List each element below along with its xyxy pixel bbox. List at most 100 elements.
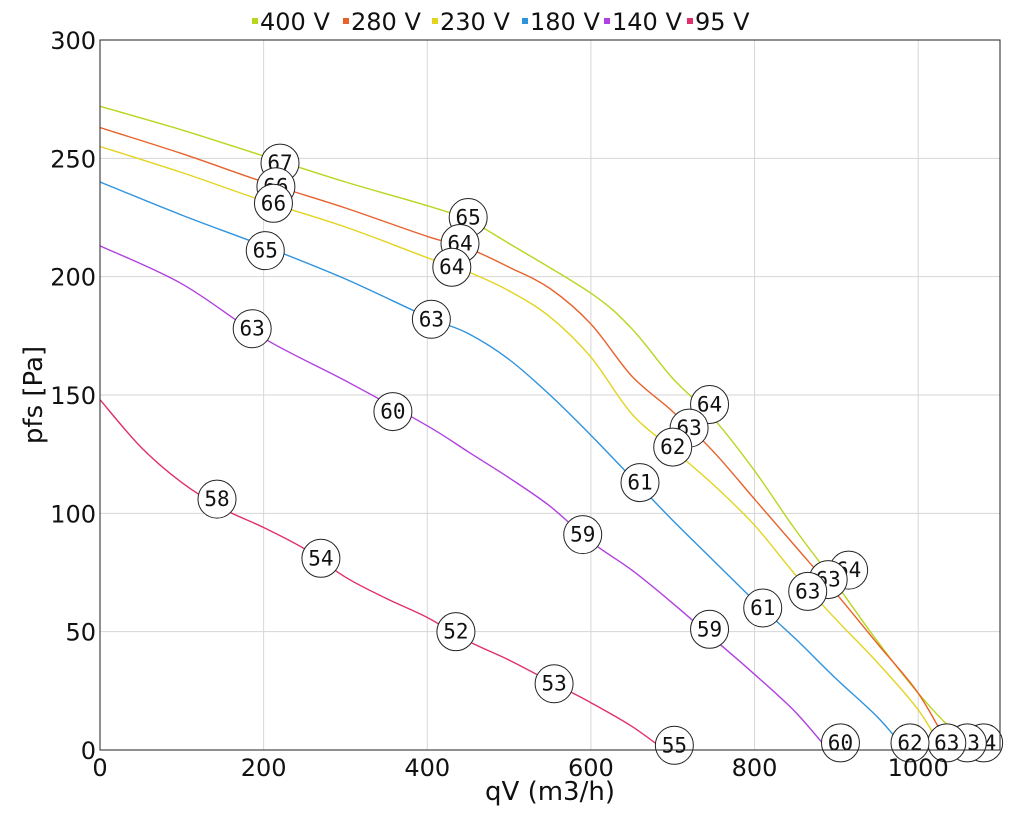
legend-swatch: [604, 18, 610, 24]
data-label: 64: [697, 392, 722, 416]
y-axis-title: pfs [Pa]: [19, 346, 49, 444]
y-tick-label: 100: [50, 500, 96, 528]
data-label: 64: [439, 255, 464, 279]
y-tick-label: 0: [81, 737, 96, 765]
data-label: 59: [697, 617, 722, 641]
data-label: 66: [261, 191, 286, 215]
data-label-bubble: 63: [927, 723, 967, 763]
data-label-bubble: 62: [890, 723, 930, 763]
legend-label: 95 V: [695, 8, 750, 36]
data-label-circle: [232, 309, 272, 349]
y-tick-label: 50: [65, 619, 96, 647]
data-label-circle: [563, 515, 603, 555]
legend-item: 230 V: [432, 8, 510, 36]
data-label-bubble: 66: [253, 183, 293, 223]
data-label-circle: [432, 247, 472, 287]
data-label-bubble: 61: [743, 588, 783, 628]
data-label: 59: [570, 523, 595, 547]
legend-label: 180 V: [530, 8, 600, 36]
data-label-bubble: 53: [534, 664, 574, 704]
series-line: [99, 181, 907, 751]
series-lines: [99, 105, 989, 751]
data-label-bubble: 63: [232, 309, 272, 349]
data-label: 63: [419, 307, 444, 331]
y-tick-label: 250: [50, 145, 96, 173]
data-label: 63: [934, 731, 959, 755]
data-label-bubble: 62: [653, 427, 693, 467]
data-label: 60: [828, 731, 853, 755]
legend: 400 V 280 V 230 V 180 V 140 V 95 V: [252, 8, 750, 36]
data-label-circle: [890, 723, 930, 763]
data-label-bubble: 65: [245, 231, 285, 271]
data-label: 55: [662, 733, 687, 757]
x-axis-title: qV (m3/h): [485, 777, 615, 807]
data-label: 54: [308, 546, 333, 570]
legend-swatch: [687, 18, 693, 24]
data-label-circle: [788, 571, 828, 611]
data-label-bubble: 59: [563, 515, 603, 555]
x-tick-label: 400: [404, 754, 450, 782]
legend-item: 180 V: [522, 8, 600, 36]
data-label-bubble: 61: [620, 463, 660, 503]
series-line: [99, 105, 989, 751]
legend-item: 400 V: [252, 8, 330, 36]
y-tick-label: 300: [50, 27, 96, 55]
y-tick-label: 150: [50, 382, 96, 410]
legend-swatch: [252, 18, 258, 24]
legend-item: 280 V: [343, 8, 421, 36]
legend-label: 230 V: [440, 8, 510, 36]
data-label-circle: [820, 723, 860, 763]
data-label-circle: [301, 538, 341, 578]
data-label: 58: [204, 487, 229, 511]
y-tick-label: 200: [50, 264, 96, 292]
data-label-bubble: 55: [654, 725, 694, 765]
data-label-bubble: 54: [301, 538, 341, 578]
data-label-bubble: 59: [690, 609, 730, 649]
series-line: [99, 399, 665, 751]
data-label-circle: [245, 231, 285, 271]
legend-swatch: [522, 18, 528, 24]
data-label-circle: [197, 479, 237, 519]
data-label-circle: [653, 427, 693, 467]
legend-label: 400 V: [260, 8, 330, 36]
plot-frame: [99, 39, 1001, 751]
data-label-circle: [373, 392, 413, 432]
data-label: 53: [541, 672, 566, 696]
data-label: 63: [795, 579, 820, 603]
x-tick-label: 0: [92, 754, 107, 782]
data-label: 63: [240, 317, 265, 341]
data-label: 52: [443, 620, 468, 644]
x-tick-label: 1000: [888, 754, 949, 782]
data-label-circle: [620, 463, 660, 503]
data-label-bubble: 63: [411, 299, 451, 339]
data-label-bubble: 52: [436, 612, 476, 652]
data-label-bubble: 58: [197, 479, 237, 519]
data-label: 61: [627, 471, 652, 495]
series-line: [99, 126, 952, 751]
legend-item: 140 V: [604, 8, 682, 36]
legend-swatch: [432, 18, 438, 24]
data-label-circle: [253, 183, 293, 223]
data-label-bubble: 60: [373, 392, 413, 432]
legend-swatch: [343, 18, 349, 24]
x-tick-label: 600: [568, 754, 614, 782]
data-label-bubble: 64: [432, 247, 472, 287]
x-tick-label: 200: [241, 754, 287, 782]
series-line: [99, 145, 944, 751]
data-label: 65: [253, 239, 278, 263]
legend-item: 95 V: [687, 8, 750, 36]
data-label-circle: [690, 609, 730, 649]
data-label-bubble: 63: [788, 571, 828, 611]
legend-label: 140 V: [612, 8, 682, 36]
data-label: 62: [660, 435, 685, 459]
data-label-circle: [436, 612, 476, 652]
tick-labels: 0 200 400 600 800 1000 0 50 100 150 200 250 300: [50, 27, 949, 782]
legend-label: 280 V: [351, 8, 421, 36]
data-label-circle: [654, 725, 694, 765]
data-label: 60: [380, 400, 405, 424]
data-label-circle: [534, 664, 574, 704]
data-label-circle: [743, 588, 783, 628]
data-label-bubble: 60: [820, 723, 860, 763]
data-label-circle: [411, 299, 451, 339]
